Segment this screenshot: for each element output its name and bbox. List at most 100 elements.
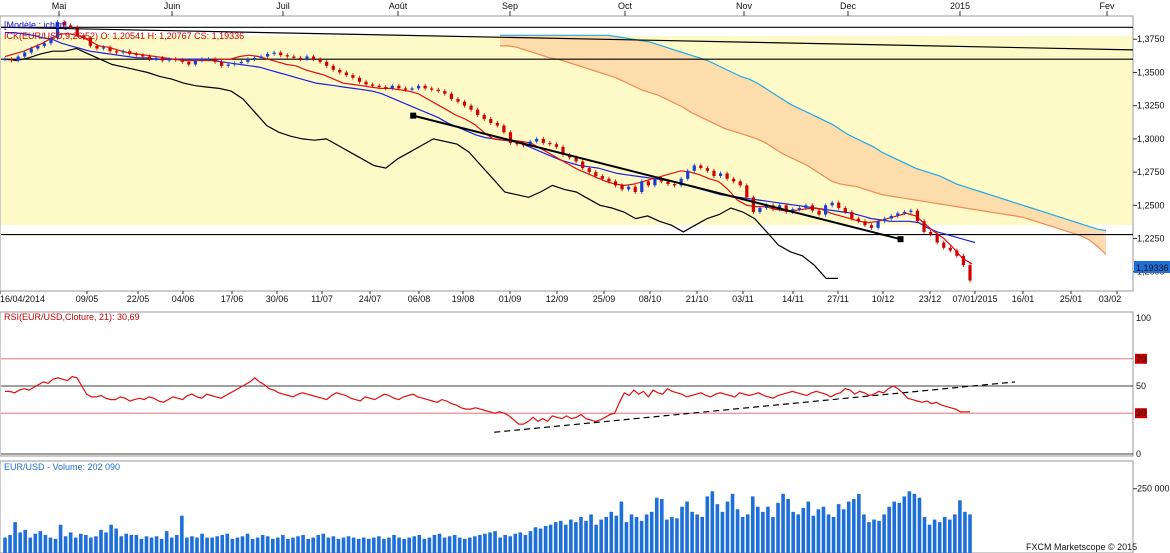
candle-body [371,84,375,86]
volume-bar [316,535,321,553]
volume-bar [604,517,609,553]
candle-body [515,142,519,145]
candle-body [252,57,257,60]
candle-body [456,99,460,102]
volume-bar [488,532,492,553]
volume-bar [695,514,699,553]
candle-body [627,186,631,190]
date-tick-label: 22/05 [127,294,150,304]
volume-bar [200,533,204,553]
candle-body [134,53,138,56]
volume-bar [932,519,937,553]
volume-bar [129,535,134,553]
volume-bar [306,538,310,553]
candle-body [883,218,887,222]
volume-bar [457,537,462,553]
candle-body [692,165,696,171]
month-label: 2015 [950,1,970,11]
rsi-tick-label: 70 [1136,354,1146,364]
volume-bar [346,536,351,553]
candle-body [449,93,453,100]
candles [3,19,972,283]
volume-bar [296,536,300,553]
volume-bar [180,515,184,553]
volume-bar [639,520,644,553]
candle-body [49,37,53,44]
price-tick-label: 1,2500 [1137,200,1165,210]
candle-body [213,59,217,62]
volume-bar [776,502,780,553]
date-tick-label: 30/06 [266,294,289,304]
volume-bar [821,506,826,553]
volume-bar [503,535,507,553]
candle-body [942,242,946,248]
volume-bar [377,536,381,553]
candle-body [817,210,821,215]
volume-bar [124,533,129,553]
candle-body [528,141,532,146]
volume-bar [366,538,371,553]
volume-bar [351,537,356,553]
volume-bar [407,537,411,553]
month-label: Juil [276,1,290,11]
date-tick-label: 03/02 [1099,294,1122,304]
volume-bar [543,526,548,553]
candle-body [922,221,926,232]
senkou-a-line [500,45,1107,255]
volume-bar [569,519,573,553]
volume-bar [594,524,598,553]
volume-bar [766,506,770,553]
candle-body [42,43,46,46]
candle-body [430,88,434,90]
candle-body [896,213,900,216]
candle-body [620,185,624,190]
volume-bar [190,536,194,553]
candle-body [659,178,664,182]
volume-bar [836,504,841,553]
volume-bar [498,537,502,553]
volume-bar [437,533,442,553]
volume-bar [462,538,467,553]
volume-bar [270,538,275,553]
volume-bar [670,517,674,553]
volume-bar [786,499,790,553]
volume-panel: 250 000 [3,484,1170,553]
volume-bar [841,509,846,553]
candle-body [679,178,683,186]
candle-body [69,25,73,28]
candle-body [3,59,7,61]
volume-bar [220,535,225,553]
volume-bar [392,535,396,553]
volume-bar [427,537,432,553]
ichimoku-cloud [1,34,1132,255]
volume-bar [690,511,694,553]
volume-bar [508,536,513,553]
volume-bar [897,502,902,553]
volume-bar [715,504,720,553]
candle-body [114,51,119,53]
volume-bar [922,517,927,553]
volume-bar [473,536,477,553]
candle-body [298,57,303,60]
date-tick-label: 25/09 [593,294,616,304]
candle-body [502,125,506,133]
candle-body [804,205,808,208]
volume-bar [811,515,816,553]
candle-body [416,85,421,89]
candle-body [718,173,723,177]
candle-body [732,178,736,182]
candle-body [837,202,841,208]
candle-body [436,89,440,92]
volume-bar [99,529,103,553]
volume-bar [493,531,497,553]
volume-bar [553,522,558,553]
price-tick-label: 1,3250 [1137,101,1165,111]
volume-bar [513,533,518,553]
volume-bar [483,533,487,553]
candle-body [351,75,355,78]
volume-bar [109,524,113,553]
candle-body [686,170,690,179]
volume-bar [665,519,669,553]
volume-bar [917,497,922,553]
volume-bar [382,538,386,553]
